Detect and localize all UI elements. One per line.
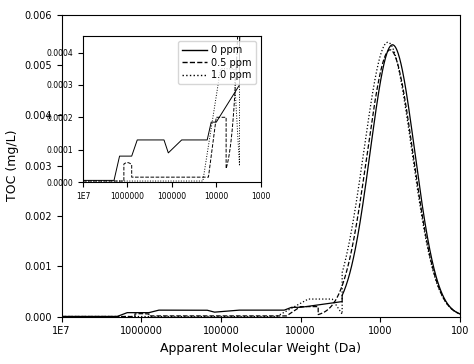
1.0 ppm: [187, 314, 193, 319]
0.5 ppm: [408, 133, 413, 138]
0 ppm: [328, 301, 334, 305]
0 ppm: [390, 43, 395, 47]
X-axis label: Apparent Molecular Weight (Da): Apparent Molecular Weight (Da): [160, 342, 361, 355]
1.0 ppm: [59, 314, 64, 319]
Line: 1.0 ppm: 1.0 ppm: [62, 42, 460, 317]
0 ppm: [59, 314, 64, 318]
0 ppm: [313, 303, 319, 307]
1.0 ppm: [296, 302, 301, 306]
1.0 ppm: [203, 314, 209, 319]
0.5 ppm: [374, 86, 380, 90]
0 ppm: [108, 314, 113, 318]
0 ppm: [142, 310, 148, 315]
0.5 ppm: [59, 314, 64, 319]
0.5 ppm: [417, 194, 422, 199]
0 ppm: [66, 314, 72, 318]
Legend: 0 ppm, 0.5 ppm, 1.0 ppm: 0 ppm, 0.5 ppm, 1.0 ppm: [178, 41, 256, 84]
0 ppm: [457, 312, 463, 316]
0.5 ppm: [457, 312, 463, 316]
1.0 ppm: [88, 314, 93, 319]
Line: 0.5 ppm: 0.5 ppm: [62, 50, 460, 317]
0.5 ppm: [325, 308, 330, 312]
Line: 0 ppm: 0 ppm: [62, 45, 460, 316]
0.5 ppm: [81, 314, 87, 319]
1.0 ppm: [405, 122, 411, 127]
1.0 ppm: [385, 40, 391, 44]
0 ppm: [161, 308, 167, 312]
0.5 ppm: [387, 48, 393, 52]
1.0 ppm: [457, 312, 463, 316]
0.5 ppm: [357, 199, 363, 204]
1.0 ppm: [257, 314, 263, 319]
Y-axis label: TOC (mg/L): TOC (mg/L): [6, 130, 18, 201]
